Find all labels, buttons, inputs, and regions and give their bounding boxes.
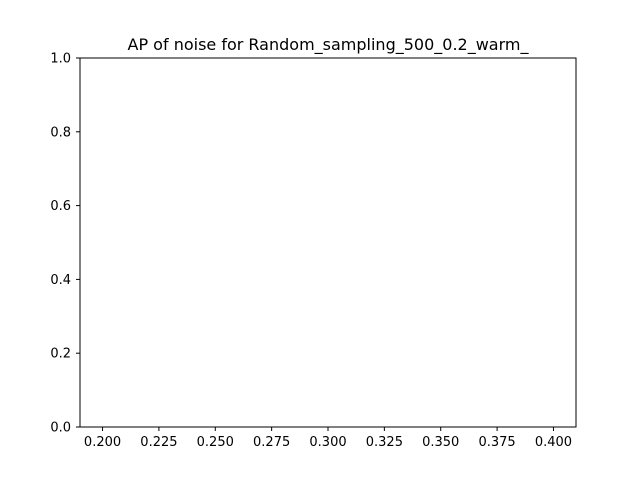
y-tick-label: 0.4	[50, 273, 71, 288]
x-tick-label: 0.325	[366, 435, 403, 450]
x-tick-label: 0.200	[84, 435, 121, 450]
x-axis: 0.200 0.225 0.250 0.275 0.300 0.325 0.350 0.375…	[84, 427, 572, 450]
x-tick-label: 0.250	[197, 435, 234, 450]
y-tick-label: 0.0	[50, 421, 71, 436]
y-axis: 0.0 0.2 0.4 0.6 0.8 1.0	[50, 52, 80, 436]
x-tick-label: 0.225	[140, 435, 177, 450]
y-tick-label: 0.8	[50, 125, 71, 140]
chart-title: AP of noise for Random_sampling_500_0.2_…	[128, 35, 530, 55]
y-tick-label: 0.2	[50, 347, 71, 362]
x-tick-label: 0.350	[422, 435, 459, 450]
x-tick-label: 0.300	[309, 435, 346, 450]
plot-area	[79, 57, 577, 428]
x-tick-label: 0.375	[478, 435, 515, 450]
y-tick-label: 0.6	[50, 199, 71, 214]
x-tick-label: 0.400	[535, 435, 572, 450]
x-tick-label: 0.275	[253, 435, 290, 450]
y-tick-label: 1.0	[50, 52, 71, 67]
